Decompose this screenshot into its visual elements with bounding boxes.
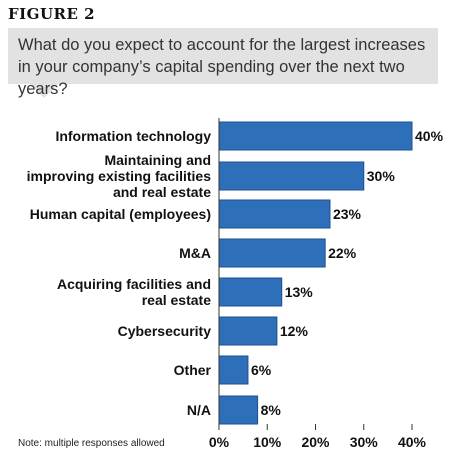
bar-value-label-2: 23% <box>333 206 362 222</box>
bar-value-label-7: 8% <box>261 402 282 418</box>
category-label-line: Other <box>174 362 212 378</box>
bar-3 <box>218 238 326 268</box>
bar-0 <box>218 121 413 151</box>
bar-4 <box>218 277 283 307</box>
category-label-7: N/A <box>187 402 211 418</box>
category-label-line: and real estate <box>113 184 211 200</box>
bar-value-label-1: 30% <box>367 168 396 184</box>
bar-1 <box>218 161 365 191</box>
category-label-0: Information technology <box>55 128 211 144</box>
category-label-6: Other <box>174 362 212 378</box>
category-label-line: M&A <box>179 245 211 261</box>
x-tick-label-1: 10% <box>253 434 282 450</box>
category-label-2: Human capital (employees) <box>30 206 211 222</box>
category-label-line: N/A <box>187 402 211 418</box>
bar-2 <box>218 199 331 229</box>
category-label-4: Acquiring facilities and real estate <box>57 276 211 308</box>
bar-5 <box>218 316 278 346</box>
category-label-line: real estate <box>142 292 211 308</box>
question-pointer <box>30 84 58 98</box>
x-tick-label-4: 40% <box>398 434 427 450</box>
category-label-line: Information technology <box>55 128 211 144</box>
category-label-line: Maintaining and <box>104 152 211 168</box>
category-label-5: Cybersecurity <box>118 323 212 339</box>
bar-value-label-5: 12% <box>280 323 309 339</box>
category-label-line: Human capital (employees) <box>30 206 211 222</box>
x-tick-label-0: 0% <box>209 434 230 450</box>
category-label-1: Maintaining and improving existing facili… <box>27 152 212 200</box>
question-text: What do you expect to account for the la… <box>18 36 426 98</box>
figure-label: FIGURE 2 <box>8 5 96 23</box>
bar-value-label-6: 6% <box>251 362 272 378</box>
footnote: Note: multiple responses allowed <box>18 438 165 449</box>
category-label-3: M&A <box>179 245 211 261</box>
bar-value-label-4: 13% <box>285 284 314 300</box>
bar-value-label-3: 22% <box>328 245 357 261</box>
x-tick-label-2: 20% <box>301 434 330 450</box>
bar-7 <box>218 395 259 425</box>
bar-6 <box>218 355 249 385</box>
category-label-line: Cybersecurity <box>118 323 212 339</box>
question-box <box>8 28 438 84</box>
category-label-line: Acquiring facilities and <box>57 276 211 292</box>
category-label-line: improving existing facilities <box>27 168 212 184</box>
x-tick-label-3: 30% <box>350 434 379 450</box>
bar-value-label-0: 40% <box>415 128 444 144</box>
